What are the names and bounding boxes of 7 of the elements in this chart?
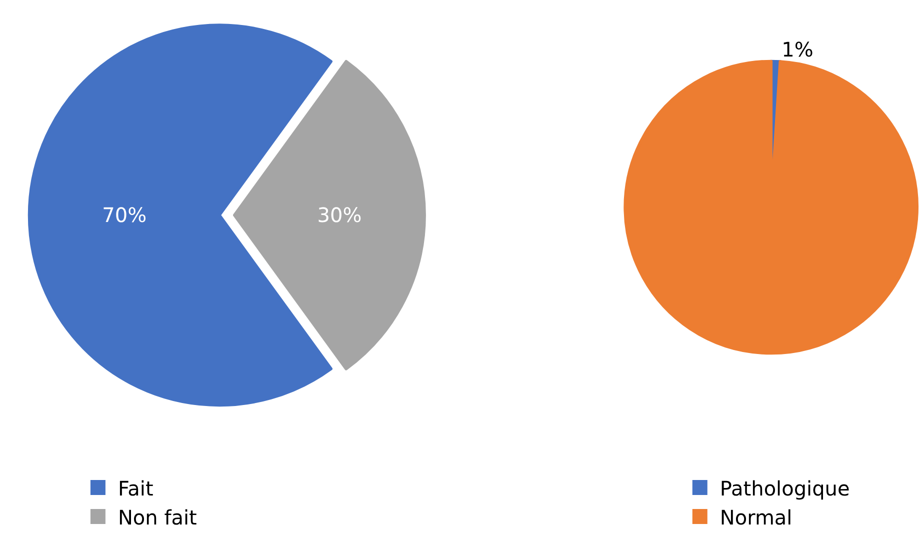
data-label: 70% (102, 203, 147, 228)
data-label: 30% (317, 203, 362, 228)
legend-label: Fait (118, 476, 154, 500)
data-label: 1% (782, 37, 814, 62)
legend-label: Normal (720, 505, 792, 530)
legend-label: Pathologique (720, 476, 850, 500)
legend-label: Non fait (118, 505, 198, 530)
